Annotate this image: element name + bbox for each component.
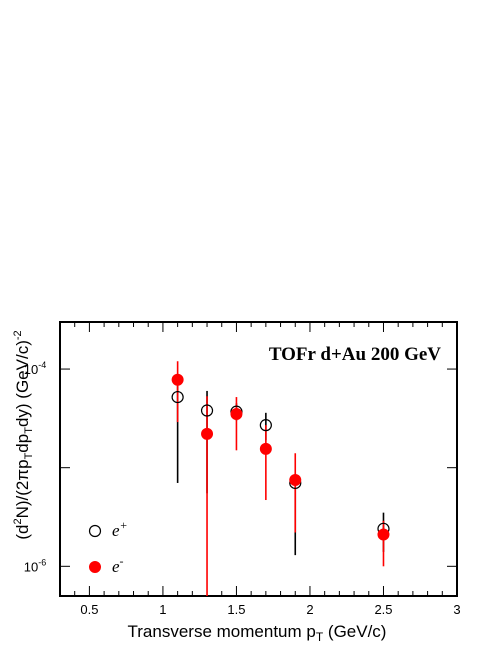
legend-label-e-plus: e+ bbox=[112, 518, 128, 540]
data-point-e-minus bbox=[289, 474, 302, 487]
y-axis-title: (d2N)/(2πpTdpTdy) (GeV/c)-2 bbox=[12, 330, 35, 539]
error-bars bbox=[176, 361, 385, 596]
x-tick-label: 1 bbox=[159, 602, 166, 617]
y-tick-labels: 10-6 10-4 bbox=[24, 360, 46, 574]
y-tick-label: 10-6 bbox=[24, 557, 46, 574]
x-tick-label: 1.5 bbox=[227, 602, 245, 617]
x-tick-label: 3 bbox=[453, 602, 460, 617]
plot-frame bbox=[59, 321, 458, 597]
legend-marker-e-minus bbox=[89, 561, 101, 573]
data-point-e-minus bbox=[230, 408, 243, 421]
data-point-e-plus bbox=[200, 404, 214, 417]
data-point-e-minus bbox=[377, 528, 390, 541]
x-tick-label: 2 bbox=[306, 602, 313, 617]
x-axis-title: Transverse momentum pT (GeV/c) bbox=[128, 622, 387, 644]
markers bbox=[171, 373, 390, 541]
ticks-layer bbox=[60, 322, 458, 596]
data-point-e-minus bbox=[171, 373, 184, 386]
x-axis-title-unit: (GeV/c) bbox=[323, 622, 386, 641]
x-tick-labels: 0.5 1 1.5 2 2.5 3 bbox=[80, 602, 460, 617]
data-point-e-plus bbox=[171, 390, 184, 404]
x-axis-title-main: Transverse momentum p bbox=[128, 622, 316, 641]
legend: e+ e- bbox=[88, 518, 128, 576]
data-point-e-plus bbox=[259, 419, 272, 432]
data-point-e-minus bbox=[201, 427, 214, 440]
x-tick-label: 2.5 bbox=[374, 602, 392, 617]
data-point-e-minus bbox=[259, 442, 272, 455]
x-axis-title-sub: T bbox=[316, 630, 324, 644]
legend-label-e-minus: e- bbox=[112, 554, 124, 576]
legend-marker-e-plus bbox=[88, 524, 102, 538]
x-tick-label: 0.5 bbox=[80, 602, 98, 617]
y-tick-label: 10-4 bbox=[24, 360, 46, 377]
chart-title: TOFr d+Au 200 GeV bbox=[269, 344, 441, 365]
